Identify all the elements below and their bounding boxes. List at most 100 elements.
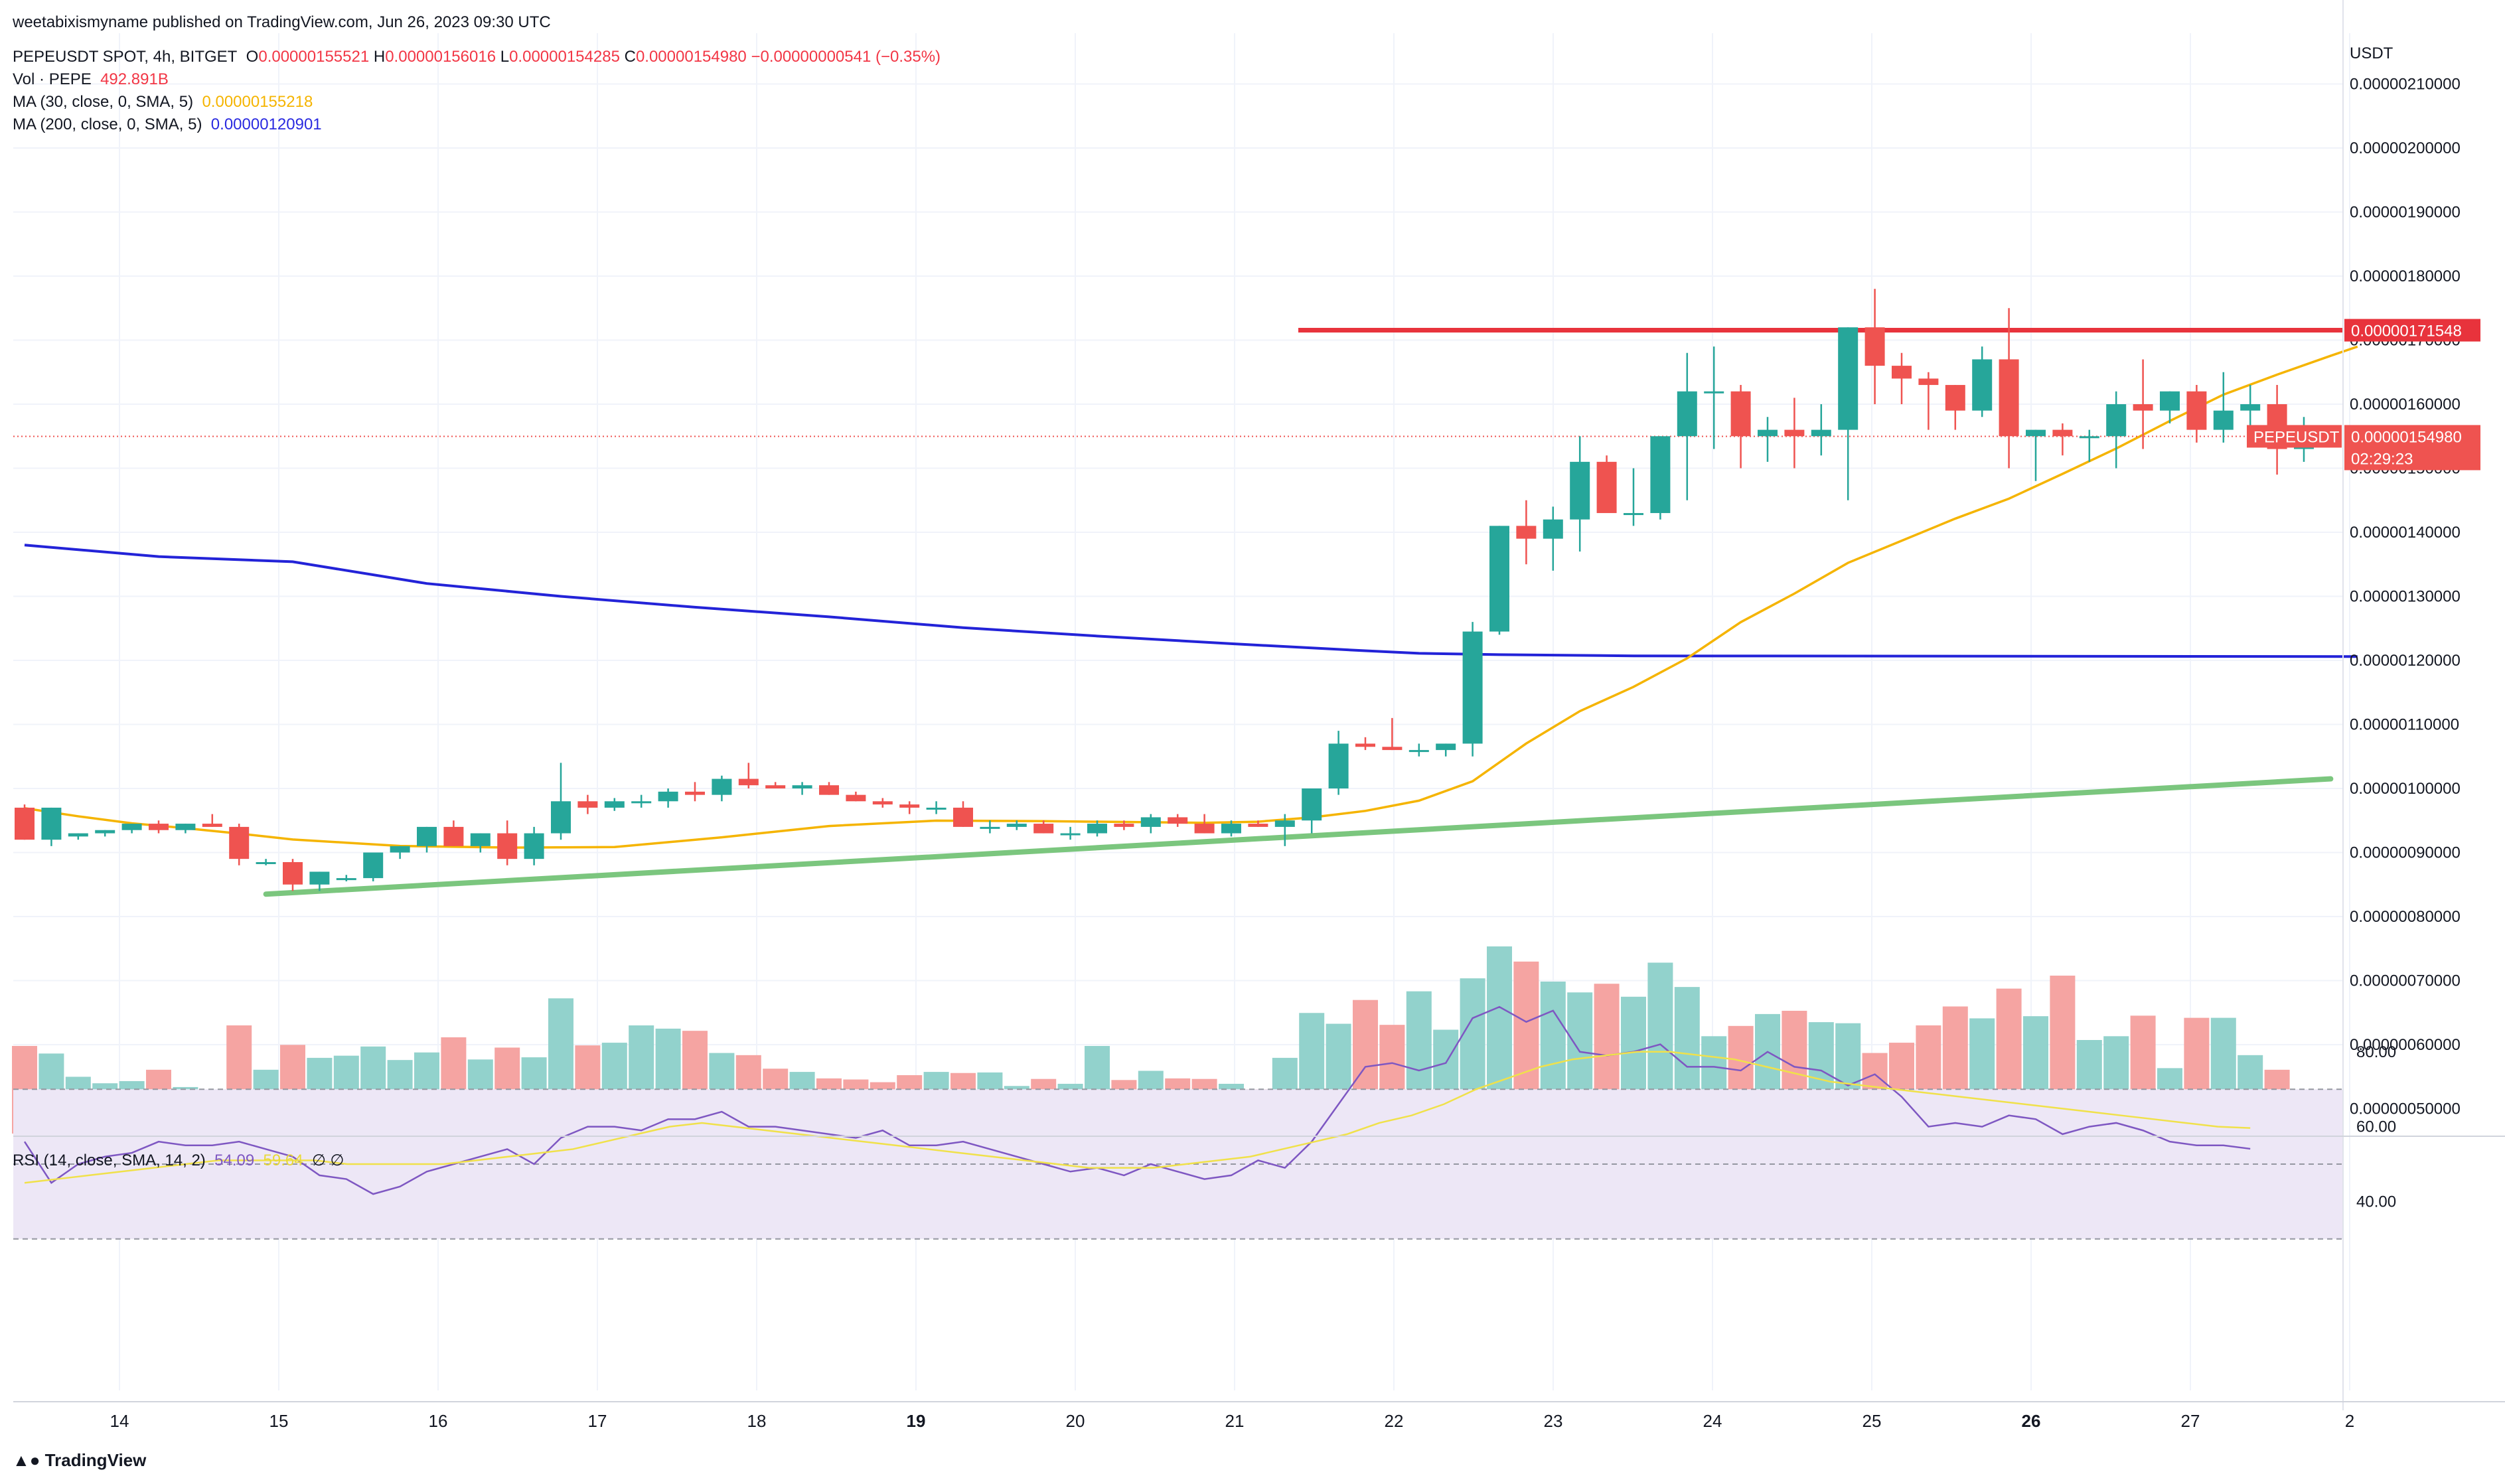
rsi-value: 54.09 (214, 1151, 255, 1169)
price-tick-label: 0.00000140000 (2350, 524, 2461, 542)
price-tick-label: 0.00000130000 (2350, 588, 2461, 606)
candle-body (95, 830, 115, 834)
candle-body (2133, 404, 2153, 411)
symbol-badge-label: PEPEUSDT (2253, 428, 2340, 446)
candle-body (309, 871, 330, 885)
candle-body (1864, 327, 1885, 366)
ascending-trendline (263, 776, 2334, 897)
candle-body (1408, 750, 1429, 753)
candle-body (443, 826, 464, 846)
candle-body (1677, 391, 1697, 437)
time-tick-label: 14 (110, 1411, 129, 1431)
candle-body (1543, 519, 1563, 539)
ohlc-c-label: C (624, 48, 636, 66)
rsi-line (23, 1005, 2251, 1195)
price-tick-label: 0.00000180000 (2350, 267, 2461, 285)
candle-body (631, 801, 652, 804)
time-tick-label: 25 (1862, 1411, 1882, 1431)
candle-body (1114, 824, 1134, 827)
tradingview-logo[interactable]: ▲● TradingView (13, 1450, 146, 1471)
published-by: weetabixismyname published on TradingVie… (13, 13, 551, 31)
tradingview-brand: TradingView (44, 1450, 147, 1470)
candle-body (470, 833, 491, 846)
candle-body (256, 861, 276, 864)
rsi-pane: 80.00 60.00 40.00 (13, 1005, 2396, 1240)
candle-body (2052, 429, 2073, 437)
candle-body (1972, 359, 1993, 411)
volume-legend[interactable]: Vol · PEPE 492.891B (13, 70, 169, 89)
ohlc-open: 0.00000155521 (258, 48, 370, 66)
price-tick-label: 0.00000100000 (2350, 780, 2461, 798)
ma200-legend[interactable]: MA (200, close, 0, SMA, 5) 0.00000120901 (13, 115, 322, 134)
candle-body (2186, 391, 2207, 430)
price-tick-label: 0.00000160000 (2350, 396, 2461, 413)
candle-body (1489, 526, 1509, 632)
candle-body (41, 807, 62, 840)
candle-body (658, 791, 678, 802)
rsi-extra: ∅ ∅ (311, 1151, 344, 1169)
candle-body (175, 824, 196, 830)
candle-body (1784, 429, 1805, 437)
time-tick-label: 18 (747, 1411, 767, 1431)
vol-label: Vol · PEPE (13, 70, 92, 88)
symbol-header[interactable]: PEPEUSDT SPOT, 4h, BITGET O0.00000155521… (13, 48, 941, 66)
ma30-legend[interactable]: MA (30, close, 0, SMA, 5) 0.00000155218 (13, 93, 313, 111)
candle-body (15, 807, 35, 840)
candle-body (1248, 824, 1268, 827)
ohlc-l-label: L (500, 48, 510, 66)
axes: USDT 0.00000210000 0.00000200000 0.00000190… (13, 0, 2505, 1431)
candle-body (846, 794, 866, 802)
candle-body (1650, 436, 1671, 514)
time-tick-label: 2 (2345, 1411, 2354, 1431)
candle-body (202, 824, 222, 827)
price-tick-label: 0.00000070000 (2350, 972, 2461, 990)
candle-body (2106, 404, 2127, 437)
candle-body (980, 826, 1000, 829)
rsi-label: RSI (14, close, SMA, 14, 2) (13, 1151, 206, 1169)
tradingview-logo-icon: ▲● (13, 1450, 40, 1470)
candle-body (1221, 824, 1241, 834)
candle-body (2240, 404, 2261, 411)
candle-body (899, 804, 920, 808)
ma30-line (24, 345, 2358, 849)
candle-body (1274, 820, 1295, 827)
rsi-tick-label: 80.00 (2356, 1043, 2396, 1061)
time-tick-label: 27 (2181, 1411, 2200, 1431)
candle-body (1033, 824, 1054, 834)
price-tick-label: 0.00000080000 (2350, 908, 2461, 926)
resistance-price-label: 0.00000171548 (2351, 323, 2462, 340)
time-tick-label: 17 (588, 1411, 607, 1431)
ohlc-o-label: O (246, 48, 259, 66)
candle-body (1382, 747, 1403, 751)
ma30-label: MA (30, close, 0, SMA, 5) (13, 93, 194, 111)
price-labels: 0.00000171548 PEPEUSDT 0.00000154980 02:29:… (2247, 319, 2480, 471)
vol-value: 492.891B (100, 70, 169, 88)
ohlc-close: 0.00000154980 (635, 48, 747, 66)
ma200-line (24, 544, 2358, 658)
symbol-line: PEPEUSDT SPOT, 4h, BITGET (13, 48, 238, 66)
last-price-label: 0.00000154980 (2351, 428, 2462, 446)
price-tick-label: 0.00000050000 (2350, 1100, 2461, 1118)
candle-body (1811, 429, 1831, 437)
countdown-label: 02:29:23 (2351, 450, 2413, 468)
candle-body (524, 833, 544, 859)
rsi-tick-label: 40.00 (2356, 1193, 2396, 1211)
candle-body (1892, 366, 1912, 379)
ma200-value: 0.00000120901 (210, 115, 322, 133)
candle-body (819, 785, 839, 795)
candle-body (792, 785, 812, 788)
candle-body (68, 833, 88, 837)
candle-body (712, 779, 732, 795)
price-tick-label: 0.00000200000 (2350, 139, 2461, 157)
candle-body (738, 779, 759, 786)
candle-body (417, 826, 437, 846)
rsi-legend[interactable]: RSI (14, close, SMA, 14, 2) 54.09 59.64 … (13, 1151, 344, 1170)
candlesticks (15, 289, 2341, 891)
candle-body (283, 861, 303, 885)
last-price-badge (2344, 425, 2480, 471)
time-tick-label: 21 (1225, 1411, 1245, 1431)
price-tick-label: 0.00000060000 (2350, 1036, 2461, 1054)
time-tick-label: 22 (1385, 1411, 1404, 1431)
candle-body (926, 807, 947, 810)
